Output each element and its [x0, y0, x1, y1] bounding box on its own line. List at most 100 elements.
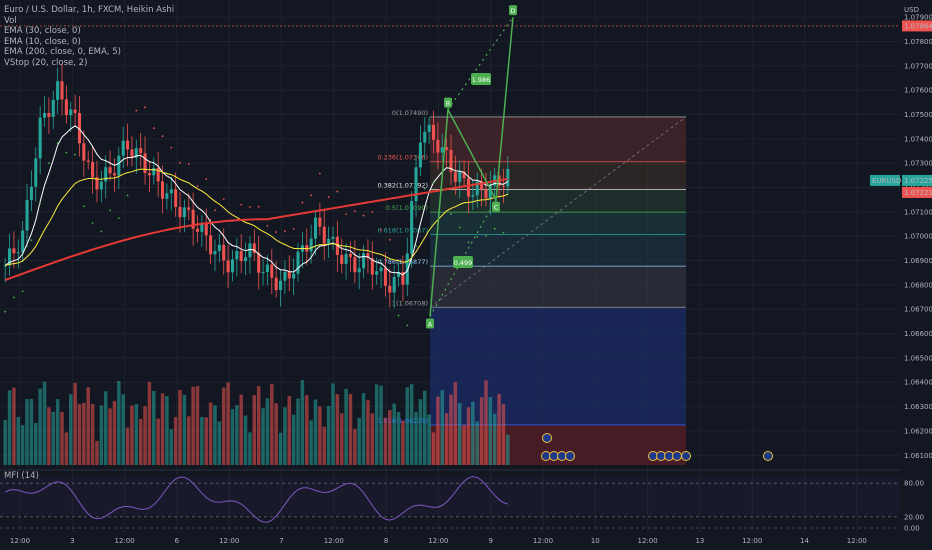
- candle-body[interactable]: [392, 276, 396, 293]
- candle-body[interactable]: [126, 140, 130, 150]
- candle-body[interactable]: [117, 155, 121, 176]
- candle-body[interactable]: [204, 223, 208, 236]
- candle-body[interactable]: [423, 131, 427, 143]
- candle-body[interactable]: [287, 271, 291, 279]
- abcd-pattern-line[interactable]: [429, 17, 514, 317]
- candle-body[interactable]: [178, 206, 182, 218]
- candle-body[interactable]: [292, 273, 296, 279]
- candle-body[interactable]: [466, 178, 471, 197]
- mfi-line[interactable]: [4, 475, 508, 523]
- candle-body[interactable]: [265, 264, 269, 272]
- candle-body[interactable]: [77, 113, 82, 144]
- candle-body[interactable]: [397, 271, 401, 277]
- candle-body[interactable]: [388, 285, 392, 293]
- candle-body[interactable]: [200, 223, 204, 232]
- candle-body[interactable]: [340, 254, 344, 264]
- candle-body[interactable]: [458, 171, 462, 182]
- candle-body[interactable]: [143, 153, 147, 174]
- candle-body[interactable]: [405, 253, 409, 285]
- candle-body[interactable]: [3, 265, 7, 267]
- candle-body[interactable]: [165, 193, 169, 199]
- candle-body[interactable]: [449, 149, 453, 173]
- candle-body[interactable]: [8, 248, 12, 266]
- candle-body[interactable]: [69, 109, 73, 116]
- candle-body[interactable]: [134, 148, 138, 158]
- candle-body[interactable]: [471, 195, 475, 197]
- candle-body[interactable]: [169, 189, 173, 194]
- candle-body[interactable]: [91, 161, 95, 178]
- candle-body[interactable]: [322, 226, 326, 244]
- candle-body[interactable]: [506, 168, 510, 187]
- candle-body[interactable]: [383, 267, 387, 286]
- economic-event-icon[interactable]: [672, 451, 682, 461]
- candle-body[interactable]: [239, 250, 243, 262]
- candle-body[interactable]: [313, 217, 318, 239]
- candle-body[interactable]: [174, 189, 178, 207]
- candle-body[interactable]: [261, 271, 265, 273]
- candle-body[interactable]: [462, 171, 466, 179]
- candle-body[interactable]: [414, 167, 418, 202]
- candle-body[interactable]: [16, 252, 20, 254]
- candle-body[interactable]: [217, 244, 221, 251]
- candle-body[interactable]: [121, 140, 125, 156]
- candle-body[interactable]: [64, 99, 68, 116]
- candle-body[interactable]: [161, 181, 165, 199]
- candle-body[interactable]: [353, 257, 357, 273]
- candle-body[interactable]: [235, 250, 239, 260]
- candle-body[interactable]: [209, 235, 213, 255]
- candle-body[interactable]: [29, 186, 33, 200]
- candle-body[interactable]: [296, 251, 300, 274]
- current-price-tag-2[interactable]: [902, 186, 932, 198]
- candle-body[interactable]: [99, 181, 103, 190]
- candle-body[interactable]: [73, 109, 77, 114]
- candle-body[interactable]: [42, 112, 47, 118]
- candle-body[interactable]: [82, 143, 86, 161]
- legend-ema10[interactable]: EMA (10, close, 0): [4, 36, 81, 47]
- candle-body[interactable]: [475, 181, 479, 196]
- economic-event-icon[interactable]: [542, 433, 552, 443]
- candle-body[interactable]: [501, 185, 505, 187]
- candle-body[interactable]: [56, 81, 60, 100]
- candle-body[interactable]: [283, 271, 287, 281]
- candle-body[interactable]: [191, 209, 195, 229]
- candle-body[interactable]: [112, 173, 116, 176]
- legend-vstop[interactable]: VStop (20, close, 2): [4, 57, 88, 68]
- candle-body[interactable]: [348, 253, 352, 258]
- candle-body[interactable]: [108, 167, 112, 174]
- candle-body[interactable]: [230, 259, 234, 273]
- candle-body[interactable]: [104, 167, 108, 182]
- candle-body[interactable]: [51, 99, 55, 118]
- candle-body[interactable]: [484, 189, 488, 199]
- pattern-point-badge[interactable]: [509, 5, 517, 16]
- candle-body[interactable]: [362, 253, 366, 269]
- legend-vol[interactable]: Vol: [4, 15, 17, 26]
- candle-body[interactable]: [25, 199, 29, 231]
- candle-body[interactable]: [139, 148, 143, 154]
- candle-body[interactable]: [147, 173, 151, 176]
- candle-body[interactable]: [187, 207, 191, 210]
- legend-ema200[interactable]: EMA (200, close, 0, EMA, 5): [4, 47, 121, 57]
- candle-body[interactable]: [375, 271, 379, 275]
- legend-ema30[interactable]: EMA (30, close, 0): [4, 26, 81, 36]
- candle-body[interactable]: [453, 172, 457, 182]
- candle-body[interactable]: [222, 244, 226, 261]
- candle-body[interactable]: [309, 238, 313, 252]
- candle-body[interactable]: [244, 257, 248, 262]
- economic-event-icon[interactable]: [681, 451, 691, 461]
- pattern-point-badge[interactable]: [444, 97, 452, 108]
- candle-body[interactable]: [335, 236, 339, 255]
- candle-body[interactable]: [38, 117, 42, 159]
- candle-body[interactable]: [257, 252, 261, 273]
- candle-body[interactable]: [318, 217, 322, 227]
- candle-body[interactable]: [34, 158, 38, 187]
- candle-body[interactable]: [366, 253, 370, 259]
- candle-body[interactable]: [436, 139, 440, 153]
- candle-body[interactable]: [357, 268, 361, 273]
- candle-body[interactable]: [47, 112, 51, 118]
- candle-body[interactable]: [344, 253, 348, 264]
- candle-body[interactable]: [410, 201, 414, 254]
- candle-body[interactable]: [488, 185, 492, 199]
- candle-body[interactable]: [60, 81, 64, 100]
- pattern-ratio-badge[interactable]: [471, 73, 491, 85]
